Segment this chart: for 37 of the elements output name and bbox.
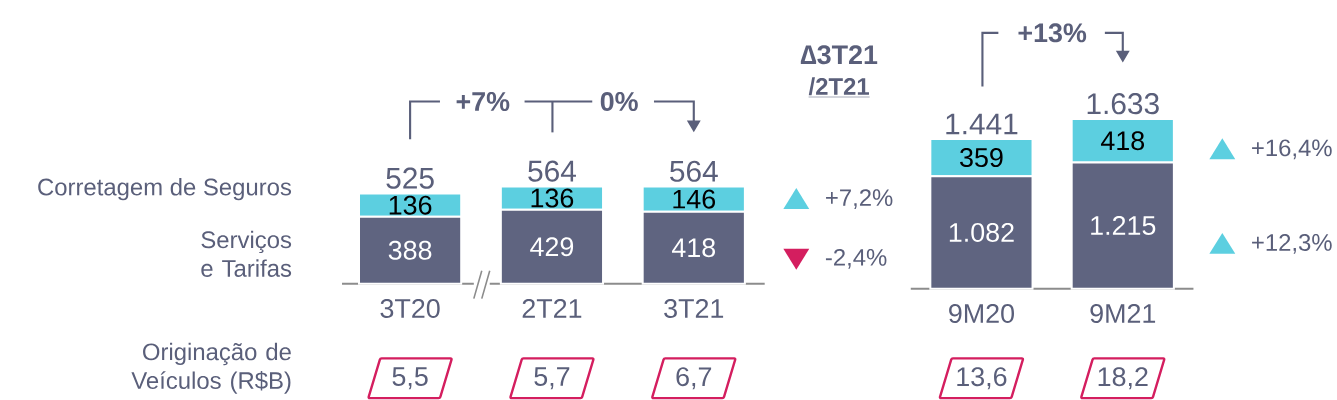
total-label: 564 <box>528 160 576 182</box>
data-label: 136 <box>531 188 574 208</box>
text: Corretagem de Seguros <box>38 177 292 201</box>
text: +12,3% <box>1252 233 1332 254</box>
total-label: 525 <box>386 167 434 189</box>
text: +13% <box>1018 23 1087 43</box>
data-label: 359 <box>960 147 1003 168</box>
text: 18,2 <box>1098 367 1148 390</box>
text: +7,2% <box>826 189 893 209</box>
data-label: 146 <box>673 189 715 209</box>
text: +7% <box>456 92 510 111</box>
x-tick-label: 9M20 <box>949 303 1014 323</box>
x-tick-label: 3T20 <box>380 298 440 318</box>
total-label: 1.633 <box>1087 93 1159 115</box>
data-label: 388 <box>388 240 432 260</box>
x-tick-label: 3T21 <box>664 298 724 318</box>
data-label: 418 <box>671 238 716 258</box>
text: 6,7 <box>676 367 712 390</box>
text: Serviços e Tarifas <box>201 230 292 277</box>
text: Originação de Veículos (R$B) <box>131 342 291 394</box>
x-tick-label: 9M21 <box>1090 303 1156 323</box>
text: +16,4% <box>1252 139 1332 160</box>
text: 13,6 <box>957 367 1007 390</box>
text: ∆3T21 <box>800 45 878 65</box>
data-label: 429 <box>530 237 574 257</box>
data-label: 136 <box>389 195 432 215</box>
text: -2,4% <box>825 248 887 269</box>
total-label: 1.441 <box>946 113 1018 135</box>
text: 5,5 <box>392 367 428 390</box>
data-label: 418 <box>1100 131 1145 151</box>
data-label: 1.082 <box>949 222 1014 242</box>
x-tick-label: 2T21 <box>522 298 582 318</box>
text: 5,7 <box>534 367 570 390</box>
text: /2T21 <box>808 77 869 96</box>
text: 0% <box>600 91 638 111</box>
data-label: 1.215 <box>1091 215 1156 235</box>
total-label: 564 <box>670 160 718 182</box>
